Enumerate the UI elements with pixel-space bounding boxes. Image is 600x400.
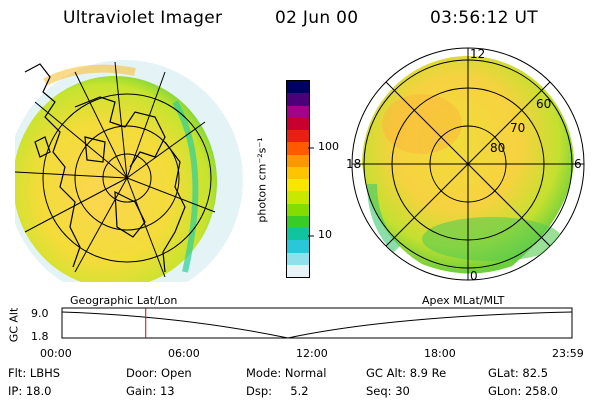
colorbar-segment [287, 117, 309, 130]
colorbar-segment [287, 203, 309, 216]
info-gc-alt: GC Alt: 8.9 Re [366, 366, 447, 380]
colorbar-segment [287, 130, 309, 143]
polar-image: 12 18 6 0 60 70 80 [346, 47, 585, 283]
colorbar-unit-label: photon cm⁻²s⁻¹ [255, 137, 269, 223]
instrument-title: Ultraviolet Imager [63, 8, 223, 28]
geo-lon-line [126, 177, 216, 213]
geo-lon-line [126, 177, 166, 278]
geo-lon-line [15, 171, 128, 179]
mlt-label-6: 6 [574, 157, 582, 171]
info-filter: Flt: LBHS [8, 366, 61, 380]
alt-tick-1200: 12:00 [296, 347, 328, 360]
mlt-label-0: 0 [470, 269, 478, 283]
alt-tick-1800: 18:00 [424, 347, 456, 360]
info-door: Door: Open [126, 366, 192, 380]
info-mode: Mode: Normal [246, 366, 327, 380]
geo-lon-line [114, 61, 128, 179]
left-panel-label: Geographic Lat/Lon [70, 294, 178, 307]
colorbar-tick-10: 10 [318, 228, 332, 241]
colorbar-segment [287, 264, 309, 277]
coastline [74, 96, 166, 168]
geo-lat-circle [74, 125, 180, 231]
geo-lon-line [74, 71, 128, 179]
geo-lat-circle [102, 153, 152, 203]
colorbar-segment [287, 215, 309, 228]
colorbar-segment [287, 240, 309, 253]
geographic-image [15, 60, 243, 282]
geo-lat-circle [42, 93, 212, 263]
colorbar-segment [287, 166, 309, 179]
right-panel-label: Apex MLat/MLT [422, 294, 505, 307]
alt-strip-ytop: 9.0 [31, 307, 49, 320]
info-seq: Seq: 30 [366, 384, 410, 398]
altitude-curve [61, 311, 573, 339]
alt-strip-ybottom: 1.8 [31, 330, 49, 343]
colorbar-segment [287, 154, 309, 167]
time-label: 03:56:12 UT [430, 8, 538, 28]
geo-lon-line [126, 121, 206, 179]
colorbar-segment [287, 93, 309, 106]
colorbar-segment [287, 191, 309, 204]
alt-tick-0600: 06:00 [168, 347, 200, 360]
mlat-label-70: 70 [510, 121, 525, 135]
alt-tick-0000: 00:00 [40, 347, 72, 360]
colorbar-tick-100: 100 [318, 140, 339, 153]
coastline [34, 136, 51, 158]
geo-lon-line [34, 101, 128, 179]
colorbar [286, 80, 310, 278]
mlat-label-60: 60 [536, 97, 551, 111]
coastline [24, 63, 81, 268]
colorbar-segment [287, 81, 309, 94]
info-dsp: Dsp: 5.2 [246, 384, 309, 398]
date-label: 02 Jun 00 [275, 8, 359, 28]
colorbar-segment [287, 105, 309, 118]
alt-strip-plot [61, 307, 573, 339]
mlt-label-12: 12 [470, 47, 485, 61]
mlat-label-80: 80 [490, 141, 505, 155]
colorbar-segment [287, 179, 309, 192]
coastline [114, 191, 146, 238]
info-gain: Gain: 13 [126, 384, 175, 398]
info-glon: GLon: 258.0 [488, 384, 558, 398]
colorbar-segment [287, 252, 309, 265]
info-glat: GLat: 82.5 [488, 366, 549, 380]
colorbar-segment [287, 142, 309, 155]
geo-lon-line [126, 71, 166, 179]
coastline [162, 141, 186, 273]
alt-tick-2359: 23:59 [552, 347, 584, 360]
coastline [84, 136, 106, 163]
mlt-label-18: 18 [346, 157, 361, 171]
geo-lon-line [24, 177, 128, 233]
mlt-line-diag [385, 81, 551, 247]
colorbar-segment [287, 228, 309, 241]
info-ip: IP: 18.0 [8, 384, 52, 398]
alt-strip-ylabel: GC Alt [7, 307, 21, 343]
